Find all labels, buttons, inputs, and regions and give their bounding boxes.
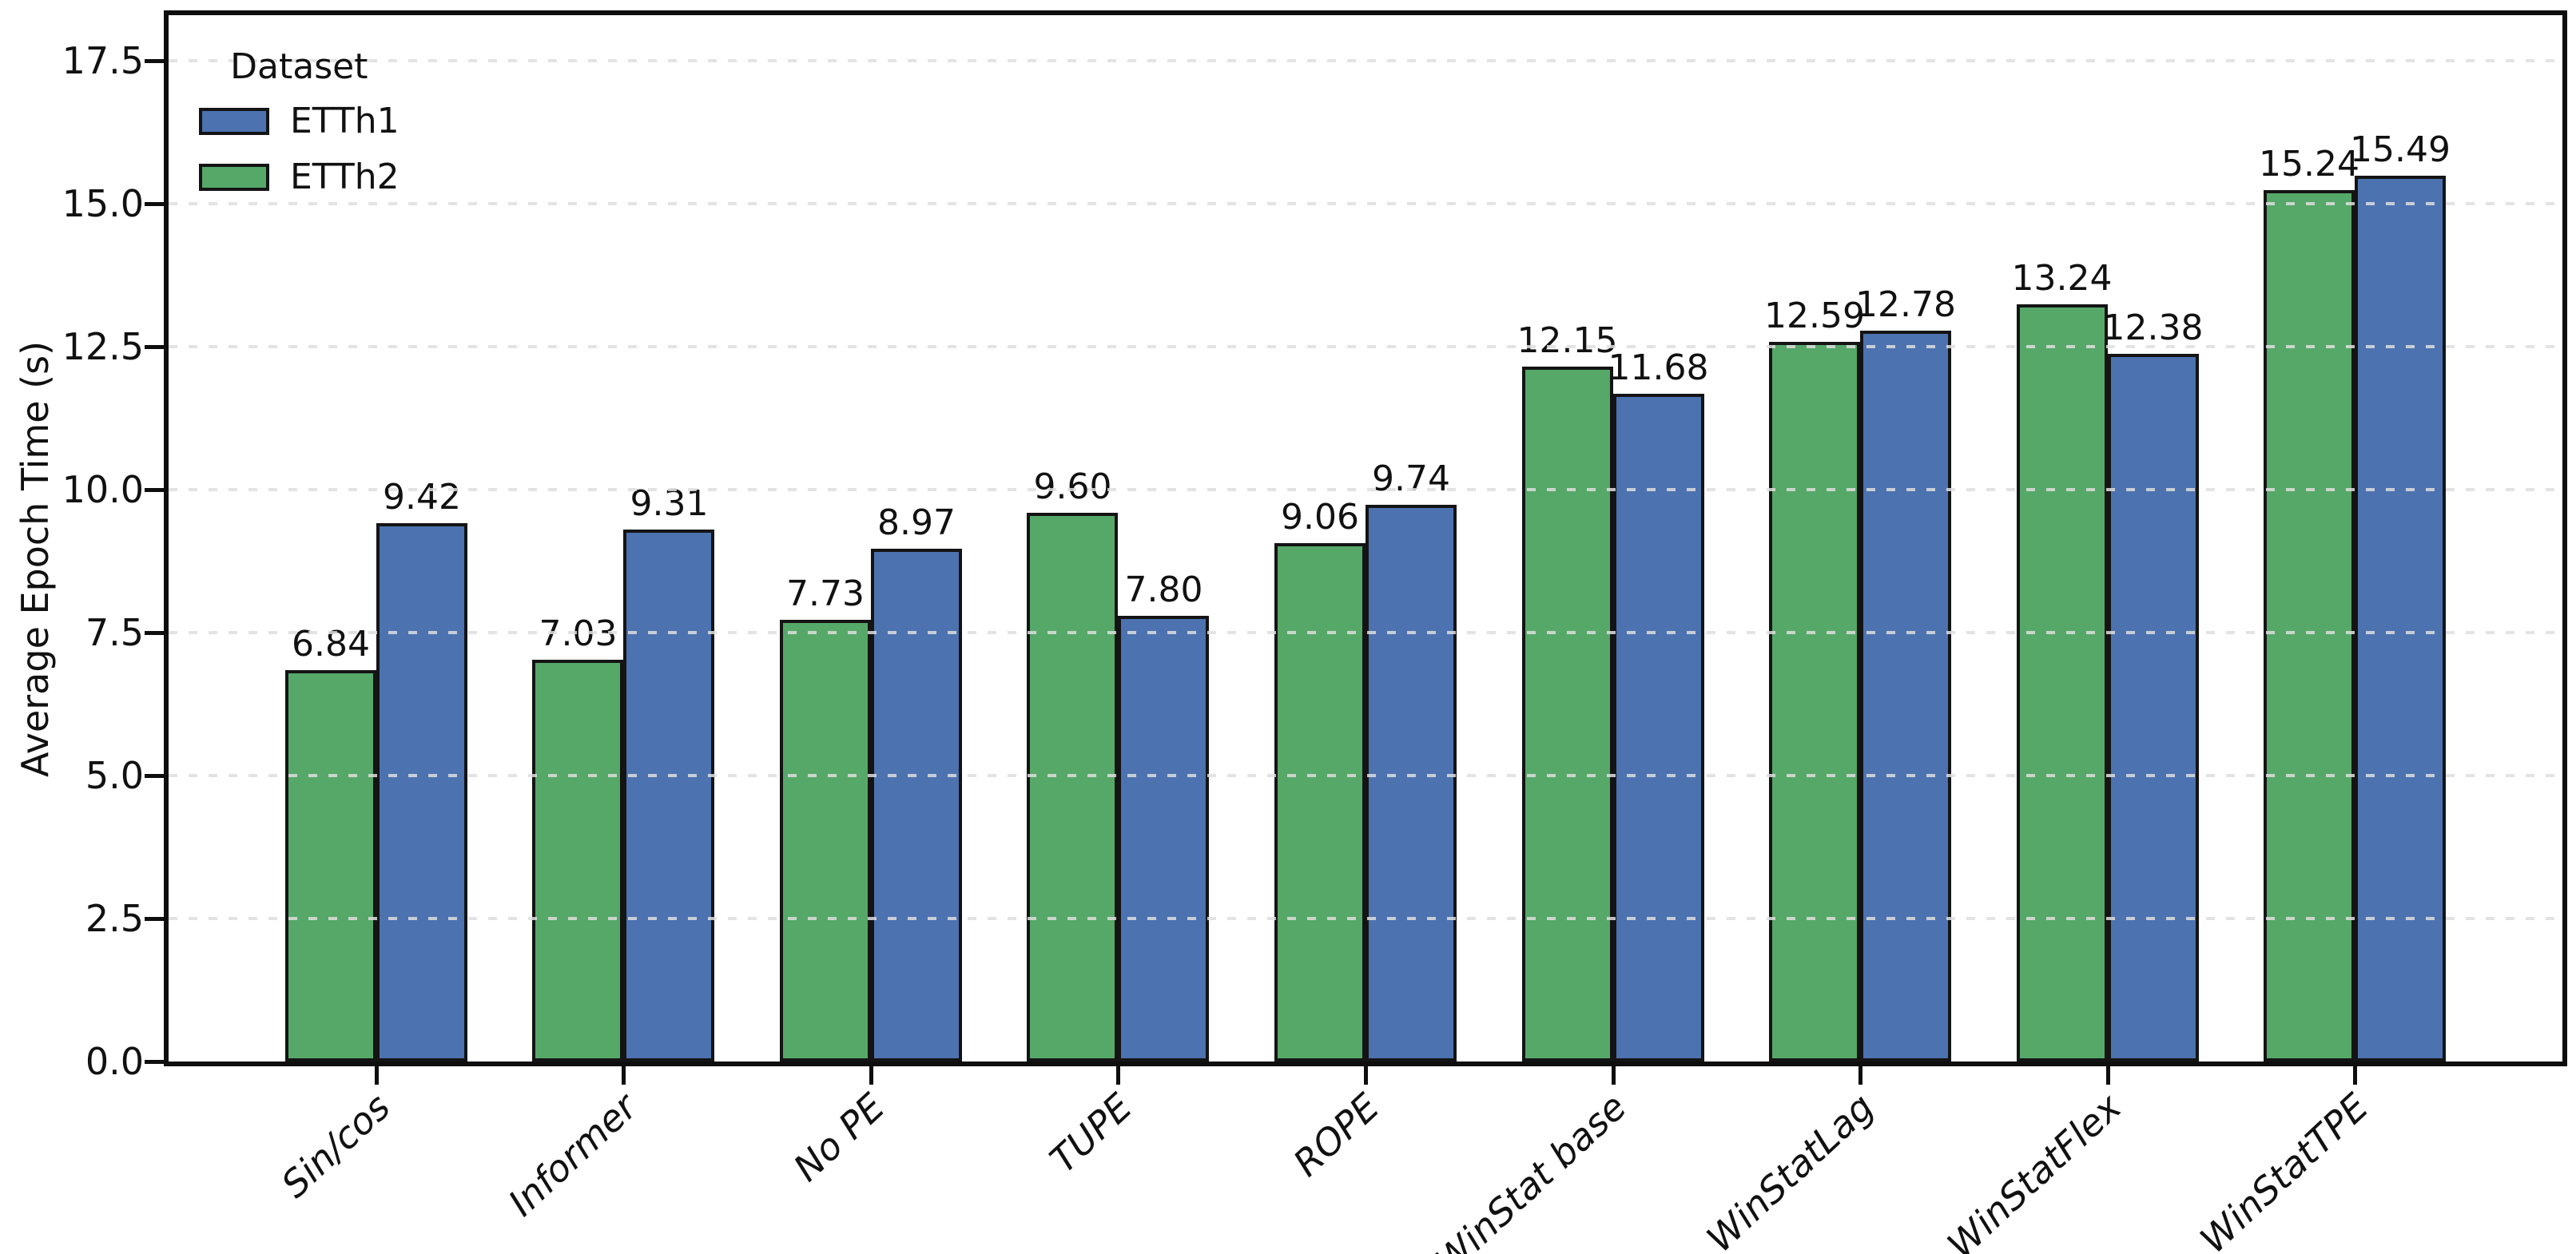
gridline bbox=[169, 202, 2562, 206]
bar-etth1: 12.38 bbox=[2103, 308, 2203, 1062]
x-tick-mark bbox=[1611, 1066, 1616, 1085]
bar-etth1: 9.74 bbox=[1366, 459, 1457, 1062]
bar-etth1: 9.42 bbox=[376, 478, 467, 1062]
x-tick-mark bbox=[1116, 1066, 1121, 1085]
y-tick-label: 10.0 bbox=[62, 468, 144, 512]
y-tick-mark bbox=[145, 631, 164, 636]
x-tick-label: WinStatFlex bbox=[1938, 1085, 2129, 1254]
value-label: 12.15 bbox=[1517, 320, 1618, 362]
x-tick-label: No PE bbox=[785, 1085, 893, 1190]
value-label: 12.78 bbox=[1855, 284, 1956, 326]
bar-etth2: 15.24 bbox=[2259, 145, 2359, 1062]
value-label: 7.80 bbox=[1124, 569, 1203, 610]
y-tick-label: 17.5 bbox=[62, 39, 144, 83]
x-tick-mark bbox=[1858, 1066, 1862, 1085]
legend-label-etth1: ETTh1 bbox=[290, 101, 400, 141]
x-tick-mark bbox=[374, 1066, 379, 1085]
bar-etth1: 9.31 bbox=[623, 484, 715, 1062]
bar-etth2: 7.03 bbox=[532, 614, 624, 1062]
y-axis-title: Average Epoch Time (s) bbox=[14, 340, 57, 778]
x-tick-mark bbox=[2105, 1066, 2110, 1085]
y-tick-mark bbox=[145, 59, 164, 64]
x-tick-label: Sin/cos bbox=[272, 1085, 399, 1206]
value-label: 8.97 bbox=[877, 502, 956, 543]
x-tick-mark bbox=[869, 1066, 873, 1085]
gridline bbox=[169, 488, 2562, 492]
value-label: 7.73 bbox=[786, 573, 865, 614]
bar-etth2: 9.06 bbox=[1274, 498, 1366, 1062]
value-label: 11.68 bbox=[1608, 347, 1709, 388]
x-tick-mark bbox=[622, 1066, 626, 1085]
value-label: 9.60 bbox=[1033, 466, 1112, 507]
gridline bbox=[169, 631, 2562, 635]
x-tick-mark bbox=[1364, 1066, 1368, 1085]
value-label: 12.59 bbox=[1764, 295, 1865, 336]
bar-etth2: 7.73 bbox=[779, 574, 871, 1062]
bar-etth2: 6.84 bbox=[284, 625, 376, 1062]
y-tick-label: 0.0 bbox=[85, 1040, 144, 1083]
y-tick-label: 7.5 bbox=[85, 611, 144, 655]
legend-swatch-etth2 bbox=[199, 164, 269, 191]
y-tick-label: 5.0 bbox=[85, 754, 144, 798]
bar-etth1: 11.68 bbox=[1608, 348, 1708, 1062]
y-tick-mark bbox=[145, 488, 164, 493]
value-label: 9.42 bbox=[382, 476, 461, 518]
value-label: 15.24 bbox=[2259, 144, 2359, 185]
gridline bbox=[169, 917, 2562, 921]
x-tick-mark bbox=[2353, 1066, 2358, 1085]
legend-label-etth2: ETTh2 bbox=[290, 157, 400, 197]
value-label: 15.49 bbox=[2350, 129, 2451, 171]
y-tick-mark bbox=[145, 345, 164, 350]
y-tick-label: 15.0 bbox=[62, 182, 144, 226]
value-label: 9.74 bbox=[1372, 458, 1450, 499]
legend: Dataset ETTh1 ETTh2 bbox=[199, 47, 400, 213]
x-tick-label: ROPE bbox=[1285, 1085, 1388, 1185]
x-tick-label: WinStatTPE bbox=[2192, 1085, 2377, 1254]
y-tick-mark bbox=[145, 1060, 164, 1064]
x-tick-label: WinStatLag bbox=[1698, 1085, 1882, 1254]
bar-etth2: 12.15 bbox=[1517, 322, 1617, 1062]
gridline bbox=[169, 774, 2562, 778]
plot-area: 6.84 9.42 7.03 9.31 7.73 8.97 9.60 7.80 9.06 9.74… bbox=[164, 10, 2567, 1066]
y-tick-mark bbox=[145, 774, 164, 779]
legend-swatch-etth1 bbox=[199, 108, 269, 135]
bar-etth1: 12.78 bbox=[1855, 286, 1956, 1062]
x-tick-label: TUPE bbox=[1041, 1085, 1140, 1181]
legend-entry-etth1: ETTh1 bbox=[199, 101, 400, 141]
bar-etth2: 13.24 bbox=[2012, 260, 2112, 1062]
y-tick-label: 12.5 bbox=[62, 325, 144, 369]
legend-title: Dataset bbox=[230, 46, 368, 87]
x-tick-label: WinStat base bbox=[1426, 1085, 1635, 1254]
bar-etth2: 12.59 bbox=[1764, 296, 1865, 1062]
y-tick-mark bbox=[145, 202, 164, 207]
bar-etth1: 8.97 bbox=[870, 503, 962, 1062]
y-tick-label: 2.5 bbox=[85, 897, 144, 941]
gridline bbox=[169, 345, 2562, 349]
value-label: 13.24 bbox=[2011, 258, 2113, 300]
gridline bbox=[169, 59, 2562, 63]
value-label: 12.38 bbox=[2102, 307, 2204, 348]
bar-etth2: 9.60 bbox=[1027, 467, 1119, 1062]
bar-etth1: 15.49 bbox=[2350, 131, 2451, 1062]
bar-etth1: 7.80 bbox=[1118, 570, 1210, 1062]
legend-entry-etth2: ETTh2 bbox=[199, 157, 400, 197]
value-label: 9.06 bbox=[1281, 497, 1359, 538]
x-tick-label: Informer bbox=[500, 1085, 646, 1225]
y-tick-mark bbox=[145, 917, 164, 922]
